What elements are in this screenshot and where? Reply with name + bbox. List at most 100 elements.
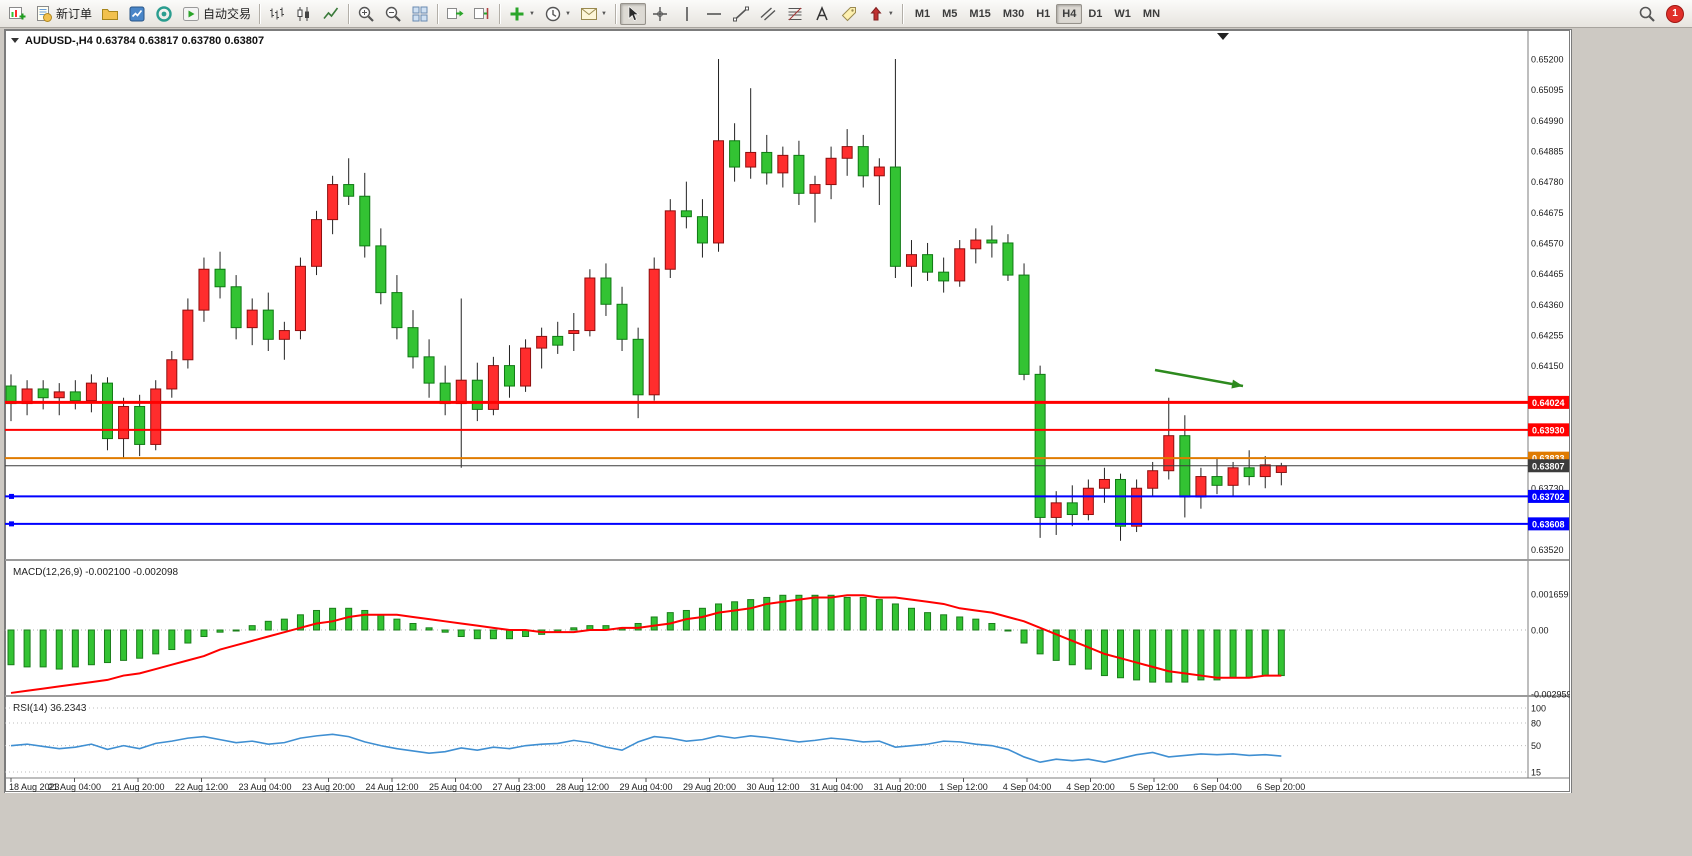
candle-body <box>1082 487 1094 516</box>
timeframe-button-m15[interactable]: M15 <box>963 4 996 24</box>
price-axis-label: 0.64570 <box>1531 238 1564 248</box>
chart-shift-marker[interactable] <box>1217 33 1229 40</box>
label-button[interactable] <box>836 3 862 25</box>
candle-body <box>1147 470 1159 489</box>
line-chart-button[interactable] <box>318 3 344 25</box>
macd-histogram-bar <box>232 629 240 632</box>
timeframe-button-h1[interactable]: H1 <box>1030 4 1056 24</box>
candle-body <box>278 330 290 340</box>
label-tag-icon <box>841 6 856 21</box>
toolbar-separator <box>901 3 903 24</box>
line-anchor[interactable] <box>9 493 14 499</box>
macd-histogram-bar <box>1277 629 1285 677</box>
navigator-icon <box>156 5 172 22</box>
fibonacci-icon <box>788 7 802 20</box>
search-button[interactable] <box>1634 3 1660 25</box>
line-anchor[interactable] <box>9 521 14 527</box>
one-click-collapse-arrow[interactable] <box>11 38 19 43</box>
vertical-line-button[interactable] <box>674 3 700 25</box>
chart-canvas[interactable]: 0.65200 0.65095 0.64990 0.64885 0.64780 0.646… <box>5 30 1572 792</box>
periods-button[interactable]: ▼ <box>540 3 575 25</box>
candle-body <box>825 157 837 186</box>
timeframe-button-mn[interactable]: MN <box>1137 4 1166 24</box>
zoom-in-button[interactable] <box>353 3 379 25</box>
crosshair-button[interactable] <box>647 3 673 25</box>
profiles-button[interactable] <box>97 3 123 25</box>
candle-body <box>520 347 532 387</box>
price-tag <box>1528 395 1569 409</box>
fibonacci-button[interactable] <box>782 3 808 25</box>
text-button[interactable] <box>809 3 835 25</box>
time-axis-label: 31 Aug 20:00 <box>873 782 926 792</box>
candle-body <box>600 277 612 305</box>
trendline-button[interactable] <box>728 3 754 25</box>
macd-histogram-bar <box>940 614 948 631</box>
macd-histogram-bar <box>248 625 256 631</box>
indicators-plus-icon <box>510 7 524 20</box>
candle-body <box>632 338 644 396</box>
bar-chart-button[interactable] <box>264 3 290 25</box>
macd-histogram-bar <box>570 627 578 631</box>
toolbar-right: 1 <box>1634 3 1688 25</box>
macd-histogram-bar <box>296 614 304 631</box>
timeframe-button-h4[interactable]: H4 <box>1056 3 1083 24</box>
templates-button[interactable]: ▼ <box>576 3 611 25</box>
timeframe-button-m30[interactable]: M30 <box>997 4 1030 24</box>
auto-trading-button[interactable]: 自动交易 <box>178 3 255 25</box>
candle-body <box>745 151 757 168</box>
candle-body <box>761 151 773 174</box>
macd-histogram-bar <box>1229 629 1237 679</box>
notification-badge[interactable]: 1 <box>1666 4 1684 23</box>
candlestick-chart-button[interactable] <box>291 3 317 25</box>
candle-body <box>584 277 596 332</box>
zoom-out-icon <box>385 6 401 22</box>
market-watch-button[interactable] <box>124 3 150 25</box>
price-tag-label: 0.63807 <box>1532 461 1565 471</box>
timeframe-group: M1 M5 M15 M30 H1 H4 D1 W1 MN <box>909 3 1166 24</box>
candle-body <box>1259 464 1271 478</box>
price-tag <box>1528 423 1569 437</box>
price-axis-label: 0.64885 <box>1531 146 1564 156</box>
play-icon <box>183 6 200 21</box>
candle-body <box>375 245 387 294</box>
candle-body <box>455 379 467 405</box>
tile-windows-button[interactable] <box>407 3 433 25</box>
channel-button[interactable] <box>755 3 781 25</box>
new-order-button[interactable]: 新订单 <box>31 3 96 25</box>
candle-body <box>873 166 885 177</box>
candle-body <box>230 286 242 329</box>
candle-body <box>1179 435 1191 498</box>
zoom-out-button[interactable] <box>380 3 406 25</box>
macd-histogram-bar <box>136 629 144 659</box>
candle-body <box>471 379 483 410</box>
new-chart-button[interactable] <box>4 3 30 25</box>
auto-scroll-button[interactable] <box>442 3 468 25</box>
timeframe-button-m1[interactable]: M1 <box>909 4 936 24</box>
candle-body <box>150 388 162 445</box>
candle-body <box>664 210 676 270</box>
candle-body <box>1243 467 1255 478</box>
timeframe-button-d1[interactable]: D1 <box>1082 4 1108 24</box>
horizontal-line-button[interactable] <box>701 3 727 25</box>
candle-body <box>616 303 628 340</box>
candle-body <box>439 382 451 405</box>
timeframe-button-w1[interactable]: W1 <box>1108 4 1137 24</box>
candle-body <box>809 184 821 194</box>
toolbar-separator <box>437 3 439 24</box>
rsi-axis-label: 100 <box>1531 704 1546 714</box>
arrows-button[interactable]: ▼ <box>863 3 898 25</box>
chevron-down-icon: ▼ <box>600 10 607 17</box>
price-axis-label: 0.65095 <box>1531 85 1564 95</box>
macd-histogram-bar <box>1068 629 1076 666</box>
auto-trading-label: 自动交易 <box>203 7 252 21</box>
arrow-annotation[interactable] <box>1154 368 1244 388</box>
candle-body <box>841 146 853 159</box>
timeframe-button-m5[interactable]: M5 <box>936 4 963 24</box>
chart-window[interactable]: 0.65200 0.65095 0.64990 0.64885 0.64780 0.646… <box>4 29 1572 794</box>
horizontal-line-icon <box>706 12 721 15</box>
chart-shift-button[interactable] <box>469 3 495 25</box>
indicators-button[interactable]: ▼ <box>504 3 539 25</box>
candle-body <box>696 216 708 244</box>
navigator-button[interactable] <box>151 3 177 25</box>
cursor-button[interactable] <box>619 2 646 25</box>
